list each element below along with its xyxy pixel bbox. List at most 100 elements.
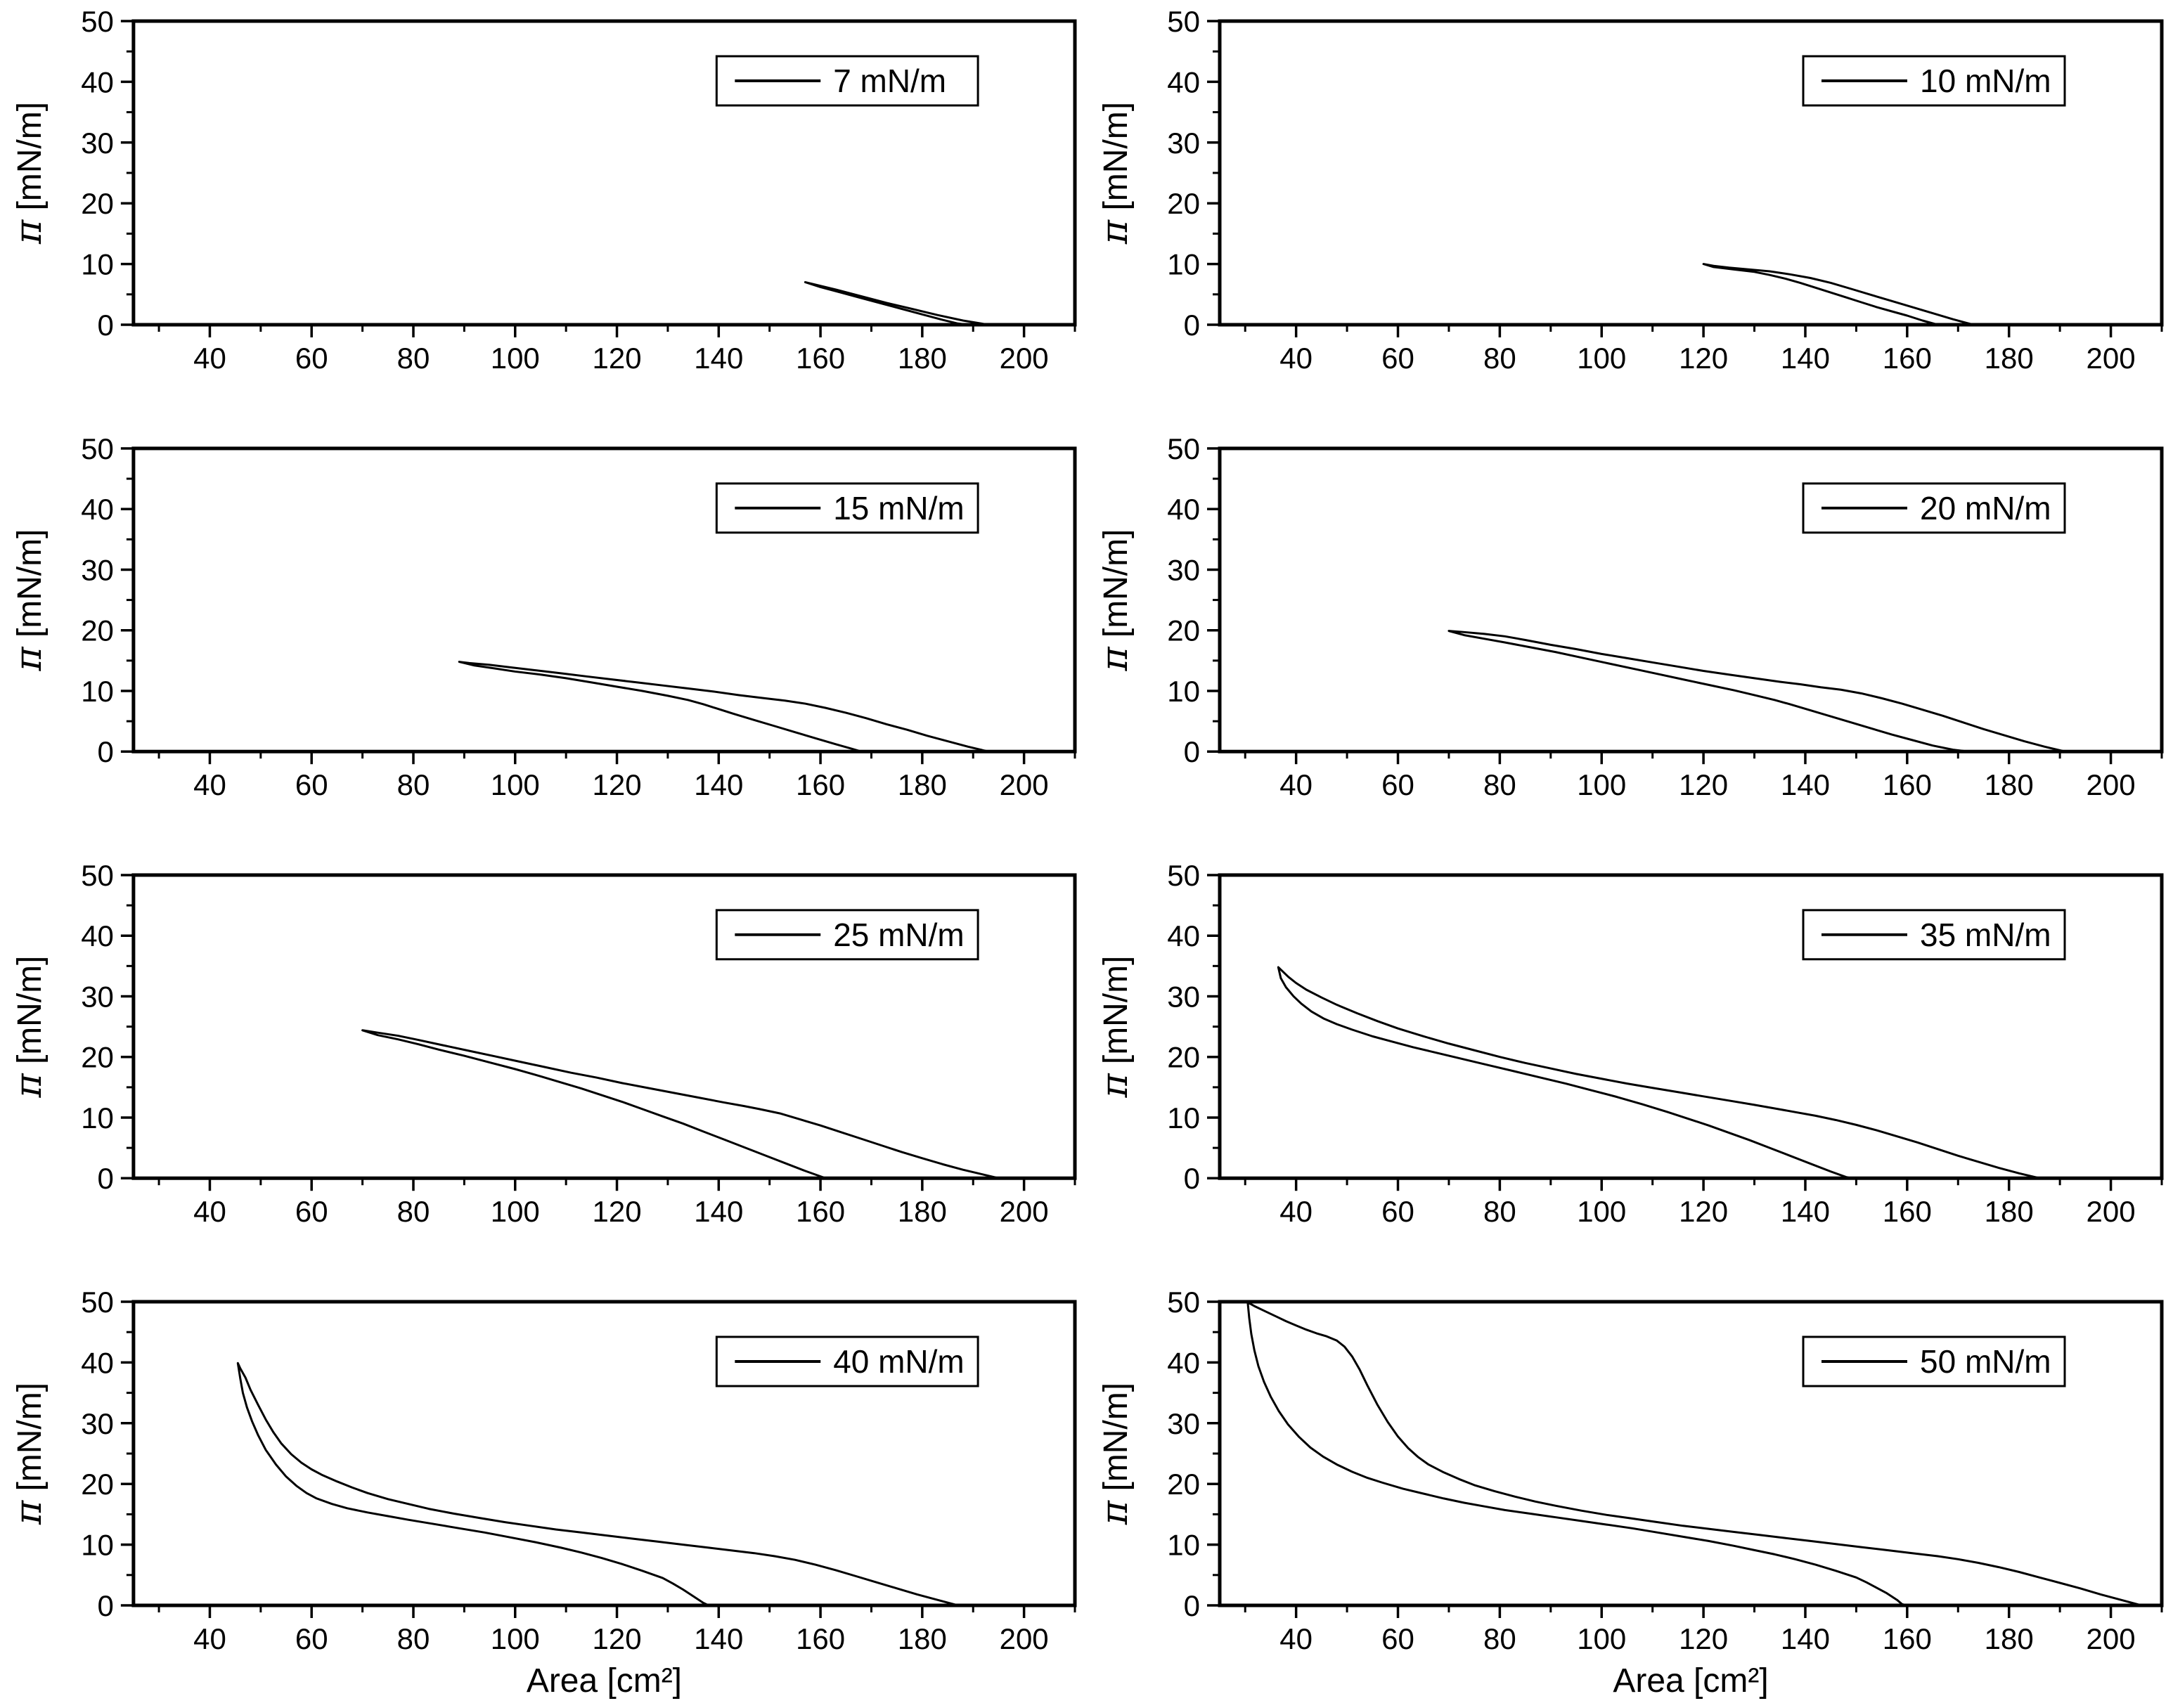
- y-tick-label: 0: [98, 1589, 114, 1622]
- x-tick-label: 100: [491, 1622, 540, 1655]
- y-tick-label: 20: [81, 1468, 114, 1501]
- y-tick-label: 0: [98, 309, 114, 342]
- legend-label: 7 mN/m: [833, 63, 946, 99]
- x-tick-label: 100: [1577, 1195, 1626, 1228]
- isotherm-curve: [1447, 630, 2066, 753]
- y-tick-label: 30: [81, 1407, 114, 1440]
- y-tick-label: 40: [1167, 1346, 1200, 1379]
- x-tick-label: 60: [1381, 1195, 1414, 1228]
- y-tick-label: 0: [1184, 309, 1200, 342]
- x-tick-label: 80: [1483, 1195, 1516, 1228]
- x-tick-label: 140: [694, 342, 743, 375]
- x-tick-label: 160: [1883, 342, 1932, 375]
- isotherm-curve: [458, 661, 990, 753]
- y-tick-label: 10: [1167, 675, 1200, 708]
- x-tick-label: 120: [593, 1622, 642, 1655]
- y-tick-label: 40: [1167, 919, 1200, 952]
- y-tick-label: 50: [81, 1286, 114, 1319]
- y-tick-label: 10: [81, 675, 114, 708]
- x-tick-label: 100: [1577, 768, 1626, 801]
- y-tick-label: 40: [1167, 493, 1200, 526]
- x-tick-label: 140: [1781, 1622, 1830, 1655]
- y-axis-label: π [mN/m]: [8, 529, 50, 672]
- x-tick-label: 180: [1985, 342, 2034, 375]
- y-tick-label: 30: [81, 553, 114, 586]
- x-tick-label: 180: [898, 1195, 947, 1228]
- x-tick-label: 200: [1000, 342, 1049, 375]
- legend-label: 20 mN/m: [1920, 490, 2051, 526]
- x-tick-label: 200: [2087, 342, 2136, 375]
- x-tick-label: 120: [593, 342, 642, 375]
- panel-10-mNm: 40 60 80 100 120 140 160 180 200 0 10 20 30 40 50 π [mN…: [1086, 0, 2173, 427]
- x-tick-label: 80: [1483, 342, 1516, 375]
- legend-label: 10 mN/m: [1920, 63, 2051, 99]
- x-tick-label: 40: [193, 1195, 226, 1228]
- x-tick-label: 60: [295, 1622, 328, 1655]
- y-tick-label: 40: [81, 1346, 114, 1379]
- y-tick-label: 30: [81, 980, 114, 1013]
- isotherm-curve: [804, 281, 990, 326]
- y-axis-label: π [mN/m]: [1094, 102, 1136, 245]
- legend-label: 50 mN/m: [1920, 1343, 2051, 1380]
- x-tick-label: 180: [898, 342, 947, 375]
- x-tick-label: 80: [397, 1622, 430, 1655]
- x-tick-label: 120: [593, 1195, 642, 1228]
- x-tick-label: 200: [2087, 1622, 2136, 1655]
- panel-25-mNm: 40 60 80 100 120 140 160 180 200 0 10 20 30 40 50 π [mN…: [0, 854, 1086, 1281]
- y-axis-label: π [mN/m]: [8, 102, 50, 245]
- y-tick-label: 30: [1167, 1407, 1200, 1440]
- x-tick-label: 40: [193, 768, 226, 801]
- x-tick-label: 100: [1577, 1622, 1626, 1655]
- x-tick-label: 140: [694, 1622, 743, 1655]
- panel-15-mNm: 40 60 80 100 120 140 160 180 200 0 10 20 30 40 50 π [mN…: [0, 427, 1086, 854]
- y-tick-label: 10: [81, 248, 114, 281]
- panel-7-mNm: 40 60 80 100 120 140 160 180 200 0 10 20 30 40 50 π [mN…: [0, 0, 1086, 427]
- x-tick-label: 120: [1679, 342, 1728, 375]
- y-tick-label: 50: [1167, 1286, 1200, 1319]
- y-tick-label: 50: [81, 432, 114, 465]
- x-tick-label: 80: [1483, 1622, 1516, 1655]
- x-tick-label: 40: [1279, 768, 1313, 801]
- panel-50-mNm: 40 60 80 100 120 140 160 180 200 0 10 20 30 40 50 π [mN…: [1086, 1281, 2173, 1708]
- y-tick-label: 10: [81, 1101, 114, 1134]
- y-tick-label: 40: [81, 65, 114, 98]
- legend-label: 15 mN/m: [833, 490, 964, 526]
- y-tick-label: 40: [1167, 65, 1200, 98]
- x-tick-label: 140: [694, 1195, 743, 1228]
- y-tick-label: 20: [1167, 187, 1200, 220]
- x-tick-label: 60: [295, 768, 328, 801]
- x-tick-label: 140: [1781, 342, 1830, 375]
- x-tick-label: 180: [1985, 1622, 2034, 1655]
- y-tick-label: 20: [1167, 614, 1200, 647]
- y-tick-label: 0: [1184, 735, 1200, 768]
- y-tick-label: 20: [81, 614, 114, 647]
- y-tick-label: 30: [1167, 553, 1200, 586]
- y-tick-label: 10: [1167, 1529, 1200, 1562]
- y-tick-label: 50: [81, 859, 114, 892]
- y-tick-label: 40: [81, 919, 114, 952]
- x-axis-label: Area [cm²]: [1613, 1662, 1768, 1700]
- x-tick-label: 180: [1985, 1195, 2034, 1228]
- y-tick-label: 10: [1167, 1101, 1200, 1134]
- legend-label: 25 mN/m: [833, 917, 964, 953]
- y-tick-label: 0: [98, 735, 114, 768]
- x-tick-label: 40: [1279, 1622, 1313, 1655]
- y-tick-label: 0: [1184, 1589, 1200, 1622]
- x-tick-label: 60: [1381, 768, 1414, 801]
- x-tick-label: 200: [1000, 1195, 1049, 1228]
- y-tick-label: 20: [1167, 1041, 1200, 1074]
- legend-label: 40 mN/m: [833, 1343, 964, 1380]
- x-tick-label: 140: [1781, 1195, 1830, 1228]
- y-tick-label: 50: [81, 5, 114, 38]
- x-tick-label: 80: [397, 342, 430, 375]
- x-tick-label: 180: [898, 768, 947, 801]
- legend-box: [1802, 482, 2066, 534]
- legend-box: [715, 55, 979, 107]
- x-tick-label: 60: [295, 1195, 328, 1228]
- x-tick-label: 120: [1679, 1195, 1728, 1228]
- isotherm-curve: [236, 1361, 960, 1607]
- x-tick-label: 100: [1577, 342, 1626, 375]
- x-tick-label: 60: [1381, 1622, 1414, 1655]
- isotherm-curve: [1702, 263, 1975, 326]
